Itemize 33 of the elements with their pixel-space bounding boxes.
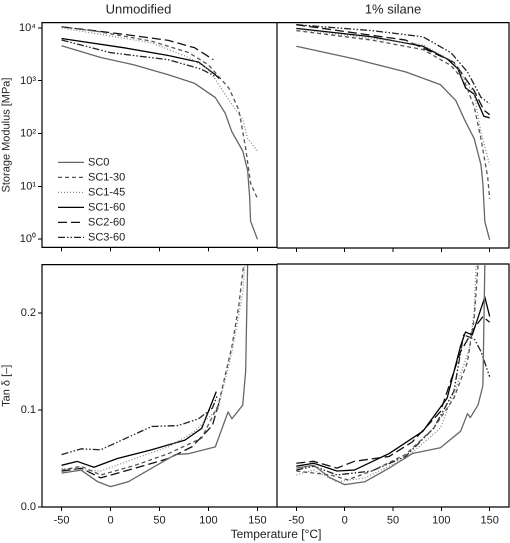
line-series	[60, 394, 218, 456]
y-tick-label: 0.1	[20, 404, 36, 416]
chart-title: 1% silane	[364, 1, 422, 16]
y-tick-label: 0.0	[20, 501, 36, 514]
legend-label: SC1-45	[88, 186, 126, 198]
x-tick-label: 50	[386, 514, 400, 527]
chart-title: Unmodified	[106, 1, 172, 16]
y-tick-label: 10³	[20, 74, 36, 87]
x-tick-label: 50	[153, 514, 166, 527]
x-tick-label: 100	[199, 514, 218, 527]
x-tick-label: 0	[342, 514, 348, 527]
y-axis-title: Storage Modulus [MPa]	[0, 78, 13, 192]
legend-label: SC0	[88, 156, 110, 168]
y-tick-label: 0.2	[20, 307, 36, 320]
x-tick-label: -50	[288, 514, 304, 527]
x-tick-label: -50	[54, 514, 70, 527]
y-tick-label: 10⁰	[20, 232, 36, 246]
x-tick-label: 0	[107, 514, 114, 527]
legend-label: SC1-30	[88, 171, 126, 184]
x-axis-title: Temperature [°C]	[230, 527, 322, 541]
y-tick-label: 10⁴	[19, 22, 36, 34]
line-series	[60, 398, 221, 479]
line-series	[60, 27, 258, 152]
x-tick-label: 150	[248, 514, 267, 527]
legend-label: SC3-60	[88, 231, 126, 244]
x-tick-label: 100	[432, 514, 451, 527]
y-axis-title: Tan δ [–]	[0, 364, 13, 407]
line-series	[60, 26, 258, 200]
y-tick-label: 10²	[20, 128, 36, 140]
legend-label: SC2-60	[88, 216, 126, 228]
x-tick-label: 150	[480, 514, 499, 527]
y-tick-label: 10¹	[20, 180, 36, 192]
legend-label: SC1-60	[88, 201, 126, 214]
